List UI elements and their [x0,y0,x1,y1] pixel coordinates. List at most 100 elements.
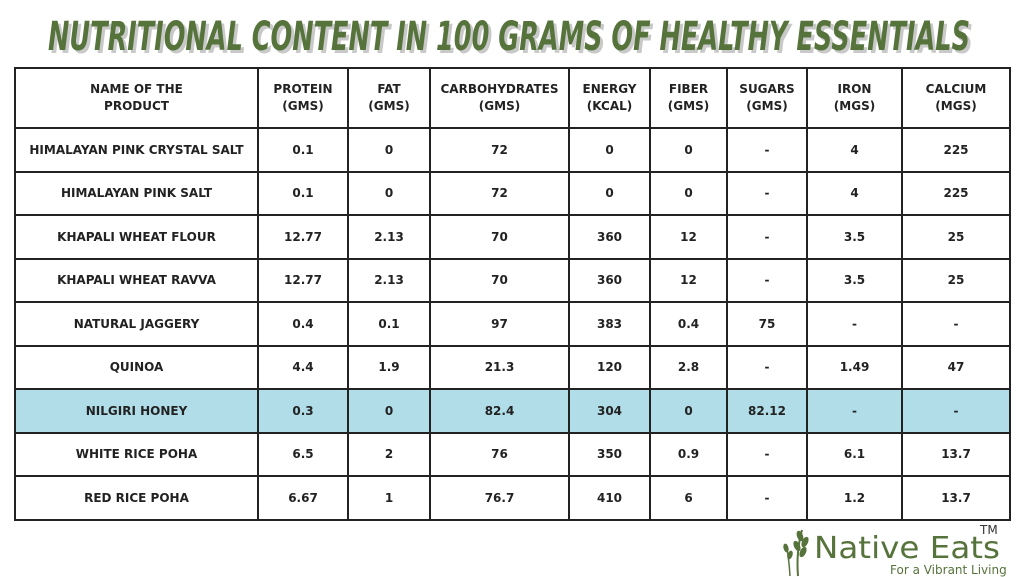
table-row: NATURAL JAGGERY 0.4 0.1 97 383 0.4 75- - [14,301,1011,347]
column-header: FIBER (GMS) [649,67,728,129]
logo: Native Eats TM For a Vibrant Living [783,523,1007,577]
cell-value: 3.5 [806,257,903,303]
cell-value: 0 [568,170,651,216]
cell-value: 97 [429,301,570,347]
cell-value: 6.5 [257,431,349,477]
table-row: HIMALAYAN PINK SALT 0.1 0 72 0 0-4 225 [14,170,1011,216]
cell-value: 1 [347,475,431,521]
cell-value: 12 [649,214,728,260]
column-header: IRON (MGS) [806,67,903,129]
cell-value: 4 [806,170,903,216]
cell-value: 225 [901,127,1011,173]
table-row: QUINOA 4.4 1.9 21.3 120 2.8-1.49 47 [14,344,1011,390]
cell-value: 410 [568,475,651,521]
cell-value: 72 [429,127,570,173]
title-banner: NUTRITIONAL CONTENT IN 100 GRAMS OF HEAL… [48,14,973,62]
table-row: WHITE RICE POHA 6.5 2 76 350 0.9-6.1 13.7 [14,431,1011,477]
cell-value: 0.3 [257,388,349,434]
column-header: ENERGY (KCAL) [568,67,651,129]
table-row: NILGIRI HONEY 0.3 0 82.4 304 0 82.12- - [14,388,1011,434]
column-header: CARBOHYDRATES (GMS) [429,67,570,129]
nutrition-table: NAME OF THE PRODUCT PROTEIN (GMS) FAT (GMS) CA… [14,67,1011,521]
cell-value: 70 [429,257,570,303]
table-row: HIMALAYAN PINK CRYSTAL SALT 0.1 0 72 0 0-4 225 [14,127,1011,173]
title: NUTRITIONAL CONTENT IN 100 GRAMS OF HEAL… [48,14,970,60]
header-line: FAT [377,82,401,96]
header-line: CARBOHYDRATES [440,82,559,96]
column-header: FAT (GMS) [347,67,431,129]
header-line: (KCAL) [586,99,633,113]
cell-value: 225 [901,170,1011,216]
cell-value: 12.77 [257,257,349,303]
header-line: PRODUCT [104,99,169,113]
cell-value: 4 [806,127,903,173]
wheat-icon [783,529,809,577]
cell-value: 6 [649,475,728,521]
cell-value: 75 [726,301,808,347]
cell-value: - [726,170,808,216]
cell-value: 6.1 [806,431,903,477]
cell-value: 82.12 [726,388,808,434]
cell-value: - [901,301,1011,347]
header-line: SUGARS [739,82,795,96]
table-row: KHAPALI WHEAT RAVVA 12.77 2.13 70 360 12-3.5 2… [14,257,1011,303]
column-header: SUGARS (GMS) [726,67,808,129]
product-name: RED RICE POHA [14,475,259,521]
header-line: IRON [837,82,872,96]
cell-value: 2 [347,431,431,477]
cell-value: 47 [901,344,1011,390]
cell-value: 0.1 [257,127,349,173]
cell-value: 0.9 [649,431,728,477]
cell-value: 76.7 [429,475,570,521]
product-name: HIMALAYAN PINK CRYSTAL SALT [14,127,259,173]
cell-value: 360 [568,257,651,303]
cell-value: 21.3 [429,344,570,390]
cell-value: 25 [901,257,1011,303]
cell-value: 13.7 [901,475,1011,521]
column-header: PROTEIN (GMS) [257,67,349,129]
header-line: (GMS) [282,99,324,113]
cell-value: 1.49 [806,344,903,390]
header-line: (MGS) [935,99,977,113]
header-line: FIBER [668,82,709,96]
cell-value: 0 [347,388,431,434]
product-name: NATURAL JAGGERY [14,301,259,347]
cell-value: - [901,388,1011,434]
cell-value: - [806,388,903,434]
cell-value: 0.4 [257,301,349,347]
product-name: QUINOA [14,344,259,390]
cell-value: - [726,344,808,390]
cell-value: 0.4 [649,301,728,347]
cell-value: - [806,301,903,347]
table-row: KHAPALI WHEAT FLOUR 12.77 2.13 70 360 12-3.5 2… [14,214,1011,260]
cell-value: 304 [568,388,651,434]
trademark: TM [979,523,998,537]
cell-value: 3.5 [806,214,903,260]
cell-value: 2.13 [347,257,431,303]
cell-value: - [726,127,808,173]
cell-value: 0.1 [257,170,349,216]
cell-value: - [726,431,808,477]
cell-value: 2.8 [649,344,728,390]
cell-value: 82.4 [429,388,570,434]
header-line: PROTEIN [273,82,333,96]
cell-value: 12.77 [257,214,349,260]
header-line: (MGS) [833,99,876,113]
table-body: HIMALAYAN PINK CRYSTAL SALT 0.1 0 72 0 0-4 225… [14,127,1011,521]
header-row: NAME OF THE PRODUCT PROTEIN (GMS) FAT (GMS) CA… [14,67,1011,129]
cell-value: 383 [568,301,651,347]
product-name: NILGIRI HONEY [14,388,259,434]
cell-value: - [726,475,808,521]
cell-value: 25 [901,214,1011,260]
header-line: (GMS) [478,99,521,113]
cell-value: 350 [568,431,651,477]
header-line: (GMS) [746,99,788,113]
column-header: NAME OF THE PRODUCT [14,67,259,129]
cell-value: 0.1 [347,301,431,347]
header-line: (GMS) [667,99,710,113]
cell-value: 0 [568,127,651,173]
cell-value: 70 [429,214,570,260]
cell-value: 360 [568,214,651,260]
title-shadow: NUTRITIONAL CONTENT IN 100 GRAMS OF HEAL… [51,17,973,62]
